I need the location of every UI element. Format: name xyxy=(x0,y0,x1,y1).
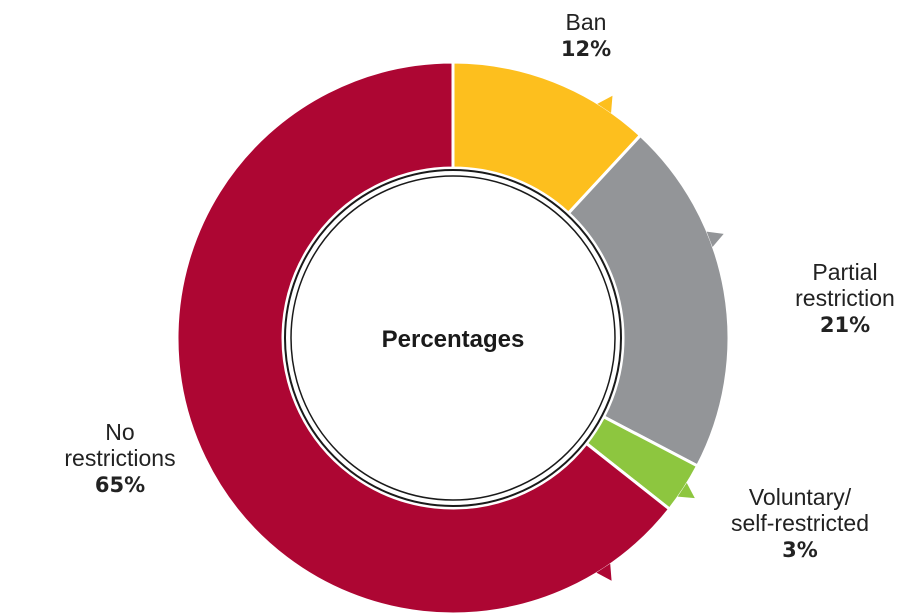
center-group: Percentages xyxy=(284,169,622,507)
label-partial-restriction-line-2: restriction xyxy=(795,285,895,311)
label-ban-line-1: Ban xyxy=(566,9,607,35)
slice-no-restrictions xyxy=(175,60,672,614)
callout-notch-no-restrictions xyxy=(596,563,612,581)
callout-notch-ban xyxy=(597,95,613,113)
center-disc xyxy=(284,169,622,507)
label-voluntary-self-restricted-line-1: Voluntary/ xyxy=(749,484,852,510)
callout-notch-voluntary-self-restricted xyxy=(677,482,695,499)
slices-group xyxy=(175,60,731,614)
value-label-no-restrictions: 65% xyxy=(95,473,145,497)
pointers-group xyxy=(596,95,724,581)
label-no-restrictions-line-1: No xyxy=(105,419,134,445)
slice-partial-restriction xyxy=(566,133,731,468)
value-label-ban: 12% xyxy=(561,37,611,61)
value-label-voluntary-self-restricted: 3% xyxy=(782,538,818,562)
value-label-partial-restriction: 21% xyxy=(820,313,870,337)
label-voluntary-self-restricted-line-2: self-restricted xyxy=(731,510,869,536)
label-no-restrictions-line-2: restrictions xyxy=(64,445,175,471)
label-partial-restriction-line-1: Partial xyxy=(812,259,877,285)
center-ring xyxy=(290,175,616,501)
callout-notch-partial-restriction xyxy=(706,231,724,248)
center-label: Percentages xyxy=(382,326,525,353)
